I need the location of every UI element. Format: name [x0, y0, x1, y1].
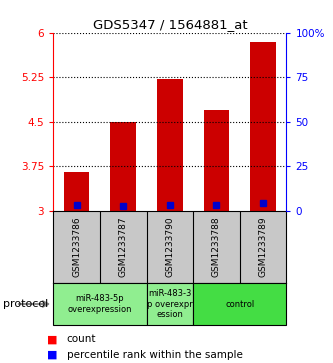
Bar	[53, 283, 147, 325]
Text: count: count	[67, 334, 96, 344]
Text: ■: ■	[47, 334, 57, 344]
Bar	[250, 42, 276, 211]
Text: miR-483-3
p overexpr
ession: miR-483-3 p overexpr ession	[147, 289, 193, 319]
Bar	[193, 283, 286, 325]
Text: miR-483-5p
overexpression: miR-483-5p overexpression	[68, 294, 132, 314]
Text: GSM1233786: GSM1233786	[72, 216, 81, 277]
Title: GDS5347 / 1564881_at: GDS5347 / 1564881_at	[93, 19, 247, 32]
Bar	[204, 110, 229, 211]
Text: GSM1233790: GSM1233790	[165, 216, 174, 277]
Text: GSM1233787: GSM1233787	[119, 216, 128, 277]
Bar	[147, 283, 193, 325]
Bar	[111, 122, 136, 211]
Text: protocol: protocol	[3, 299, 49, 309]
Text: percentile rank within the sample: percentile rank within the sample	[67, 350, 242, 360]
Bar	[64, 172, 89, 211]
Text: control: control	[225, 299, 254, 309]
Text: ■: ■	[47, 350, 57, 360]
Text: GSM1233788: GSM1233788	[212, 216, 221, 277]
Text: GSM1233789: GSM1233789	[258, 216, 268, 277]
Bar	[157, 79, 182, 211]
